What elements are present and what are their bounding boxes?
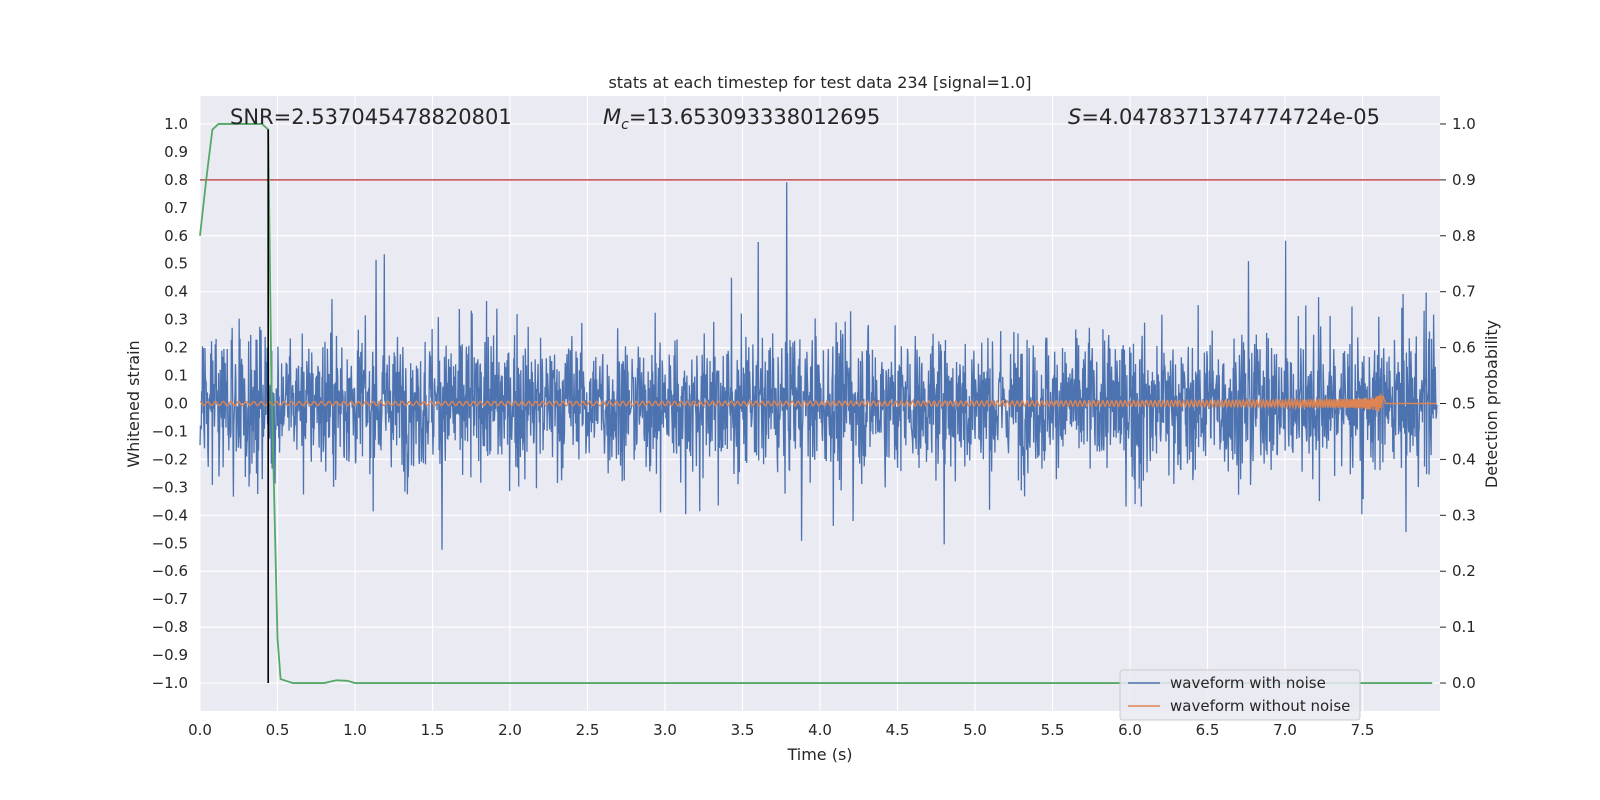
x-tick-label: 1.5	[421, 721, 445, 739]
x-tick-label: 6.0	[1118, 721, 1142, 739]
x-tick-label: 5.5	[1041, 721, 1065, 739]
series-detection-probability	[199, 123, 1433, 684]
x-tick-label: 6.5	[1196, 721, 1220, 739]
y-tick-label: −0.3	[152, 478, 188, 496]
y-right-tick-label: 0.7	[1452, 283, 1476, 301]
y-axis-right-label: Detection probability	[1482, 320, 1501, 488]
y-axis-label: Whitened strain	[124, 340, 143, 467]
x-tick-label: 1.0	[343, 721, 367, 739]
x-axis-label: Time (s)	[786, 745, 852, 764]
y-tick-label: 0.4	[164, 283, 188, 301]
y-tick-label: 0.0	[164, 395, 188, 413]
x-tick-label: 0.5	[266, 721, 290, 739]
x-tick-label: 0.0	[188, 721, 212, 739]
s-annotation: S=4.0478371374774724e-05	[1068, 105, 1380, 129]
plot-area	[199, 123, 1440, 684]
x-tick-label: 5.0	[963, 721, 987, 739]
y-right-tick-label: 0.3	[1452, 506, 1476, 524]
y-right-tick-label: 0.8	[1452, 227, 1476, 245]
y-tick-label: −1.0	[152, 674, 188, 692]
y-tick-label: 0.6	[164, 227, 188, 245]
x-tick-label: 7.5	[1351, 721, 1375, 739]
s-symbol: S	[1068, 105, 1081, 129]
y-right-tick-label: 0.0	[1452, 674, 1476, 692]
y-right-tick-label: 0.4	[1452, 450, 1476, 468]
y-tick-label: 0.3	[164, 311, 188, 329]
y-tick-label: −0.6	[152, 562, 188, 580]
y-tick-label: 0.9	[164, 143, 188, 161]
legend-label-clean: waveform without noise	[1170, 697, 1350, 715]
series-waveform-with-noise	[199, 182, 1438, 550]
y-tick-label: −0.9	[152, 646, 188, 664]
chirp-mass-value: =13.653093338012695	[629, 105, 880, 129]
y-right-tick-label: 0.1	[1452, 618, 1476, 636]
y-right-tick-label: 0.5	[1452, 395, 1476, 413]
y-tick-label: 1.0	[164, 115, 188, 133]
y-tick-label: 0.8	[164, 171, 188, 189]
x-tick-label: 3.5	[731, 721, 755, 739]
y-tick-label: 0.2	[164, 339, 188, 357]
x-tick-label: 2.0	[498, 721, 522, 739]
y-tick-label: −0.8	[152, 618, 188, 636]
y-right-tick-label: 1.0	[1452, 115, 1476, 133]
axes: 0.0 0.5 1.0 1.5 2.0 2.5 3.0 3.5 4.0 4.5 5.0 5.5 6.0 6…	[152, 115, 1476, 739]
y-tick-label: −0.5	[152, 534, 188, 552]
chirp-mass-subscript: c	[621, 117, 629, 133]
y-tick-label: 0.7	[164, 199, 188, 217]
y-right-tick-label: 0.9	[1452, 171, 1476, 189]
s-value: =4.0478371374774724e-05	[1081, 105, 1380, 129]
x-tick-label: 7.0	[1273, 721, 1297, 739]
legend: waveform with noise waveform without noi…	[1119, 669, 1361, 721]
legend-label-noise: waveform with noise	[1170, 674, 1326, 692]
y-right-tick-label: 0.6	[1452, 339, 1476, 357]
chirp-mass-annotation: Mc=13.653093338012695	[603, 105, 880, 133]
y-tick-label: −0.1	[152, 422, 188, 440]
x-tick-label: 3.0	[653, 721, 677, 739]
y-tick-label: −0.4	[152, 506, 188, 524]
x-tick-label: 4.0	[808, 721, 832, 739]
x-tick-label: 4.5	[886, 721, 910, 739]
y-tick-label: 0.5	[164, 255, 188, 273]
y-right-tick-label: 0.2	[1452, 562, 1476, 580]
y-tick-label: −0.2	[152, 450, 188, 468]
series-waveform-without-noise	[199, 393, 1437, 412]
chirp-mass-symbol: M	[603, 105, 621, 129]
legend-box	[1119, 669, 1361, 721]
snr-annotation: SNR=2.537045478820801	[230, 105, 512, 129]
y-tick-label: −0.7	[152, 590, 188, 608]
y-tick-label: 0.1	[164, 367, 188, 385]
x-tick-label: 2.5	[576, 721, 600, 739]
chart-title: stats at each timestep for test data 234…	[608, 73, 1031, 92]
